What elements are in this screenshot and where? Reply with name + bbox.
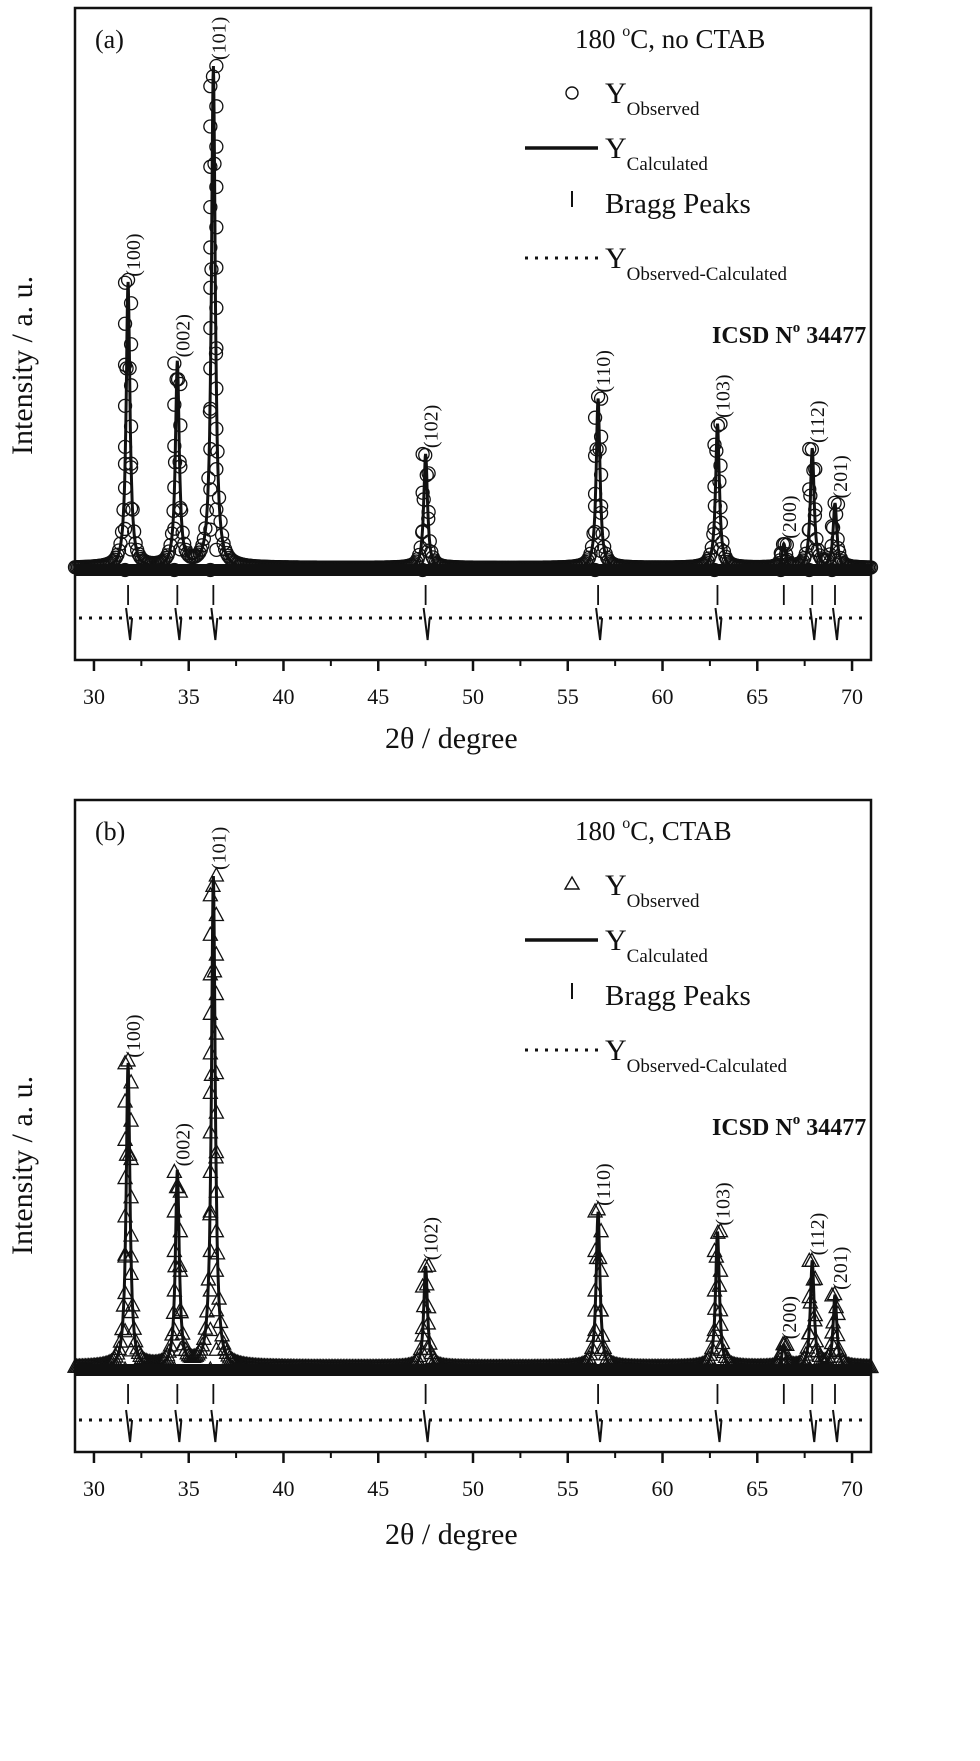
hkl-label: (112) bbox=[807, 400, 829, 443]
circle-marker-icon bbox=[565, 86, 579, 100]
x-tick-label: 35 bbox=[178, 1476, 200, 1501]
panel-label: (b) bbox=[95, 817, 125, 846]
x-tick-label: 35 bbox=[178, 684, 200, 709]
legend-item: Bragg Peaks bbox=[571, 188, 751, 220]
legend-label: YObserved-Calculated bbox=[605, 1034, 788, 1077]
x-tick-label: 30 bbox=[83, 684, 105, 709]
hkl-label: (101) bbox=[208, 17, 230, 60]
x-tick-label: 60 bbox=[652, 684, 674, 709]
hkl-label: (100) bbox=[123, 233, 145, 276]
xrd-plot-a: 30 35 40 45 50 55 60 65 70 (100) (002) (101) (102) (1… bbox=[67, 6, 879, 709]
x-tick-label: 40 bbox=[272, 1476, 294, 1501]
legend-label: YObserved bbox=[605, 77, 700, 120]
x-tick-label: 65 bbox=[746, 1476, 768, 1501]
hkl-label: (101) bbox=[208, 827, 230, 870]
triangle-marker-icon bbox=[563, 875, 581, 890]
x-tick-label: 50 bbox=[462, 684, 484, 709]
baseline-band bbox=[75, 564, 871, 576]
legend-item: YObserved bbox=[563, 869, 700, 912]
legend-label: YCalculated bbox=[605, 132, 708, 175]
hkl-label: (201) bbox=[830, 1247, 852, 1290]
legend-item: YCalculated bbox=[525, 132, 708, 175]
legend-item: YObserved-Calculated bbox=[525, 1034, 788, 1077]
hkl-label: (002) bbox=[172, 1123, 194, 1166]
panel-b: 30 35 40 45 50 55 60 65 70 (100) (002) (101) (102) (1… bbox=[0, 790, 980, 1756]
x-tick-label: 40 bbox=[272, 684, 294, 709]
hkl-label: (100) bbox=[123, 1014, 145, 1057]
y-axis-label: Intensity / a. u. bbox=[6, 275, 39, 455]
x-tick-label: 70 bbox=[841, 1476, 863, 1501]
hkl-label: (112) bbox=[807, 1213, 829, 1256]
legend-label: Bragg Peaks bbox=[605, 188, 751, 220]
hkl-label: (103) bbox=[712, 375, 734, 418]
hkl-label: (110) bbox=[593, 350, 615, 393]
legend-item: Bragg Peaks bbox=[571, 980, 751, 1012]
legend-item: YCalculated bbox=[525, 924, 708, 967]
legend-item: YObserved bbox=[565, 77, 700, 120]
legend-label: Bragg Peaks bbox=[605, 980, 751, 1012]
xrd-plot-b: 30 35 40 45 50 55 60 65 70 (100) (002) (101) (102) (1… bbox=[66, 798, 880, 1501]
hkl-label: (102) bbox=[421, 1217, 443, 1260]
y-axis-label: Intensity / a. u. bbox=[6, 1075, 39, 1255]
hkl-label: (102) bbox=[421, 405, 443, 448]
hkl-label: (110) bbox=[593, 1163, 615, 1206]
hkl-label: (002) bbox=[172, 314, 194, 357]
x-tick-label: 50 bbox=[462, 1476, 484, 1501]
panel-a: 30 35 40 45 50 55 60 65 70 (100) (002) (101) (102) (1… bbox=[0, 0, 980, 880]
x-tick-label: 55 bbox=[557, 684, 579, 709]
legend-item: YObserved-Calculated bbox=[525, 242, 788, 285]
x-tick-label: 70 bbox=[841, 684, 863, 709]
hkl-label: (103) bbox=[712, 1182, 734, 1225]
x-axis-label: 2θ / degree bbox=[385, 1518, 518, 1551]
legend-label: YObserved-Calculated bbox=[605, 242, 788, 285]
icsd-annotation: ICSD No 34477 bbox=[712, 1112, 866, 1141]
hkl-label: (200) bbox=[779, 495, 801, 538]
legend-title: 180 oC, CTAB bbox=[575, 815, 732, 846]
panel-label: (a) bbox=[95, 25, 124, 54]
x-tick-label: 65 bbox=[746, 684, 768, 709]
hkl-label: (200) bbox=[779, 1296, 801, 1339]
x-axis-label: 2θ / degree bbox=[385, 722, 518, 755]
legend-label: YObserved bbox=[605, 869, 700, 912]
x-tick-label: 45 bbox=[367, 684, 389, 709]
x-tick-label: 45 bbox=[367, 1476, 389, 1501]
legend-title: 180 oC, no CTAB bbox=[575, 23, 765, 54]
icsd-annotation: ICSD No 34477 bbox=[712, 320, 866, 349]
x-tick-label: 60 bbox=[652, 1476, 674, 1501]
hkl-label: (201) bbox=[830, 455, 852, 498]
x-tick-label: 30 bbox=[83, 1476, 105, 1501]
baseline-band bbox=[75, 1364, 871, 1376]
x-tick-label: 55 bbox=[557, 1476, 579, 1501]
legend-label: YCalculated bbox=[605, 924, 708, 967]
